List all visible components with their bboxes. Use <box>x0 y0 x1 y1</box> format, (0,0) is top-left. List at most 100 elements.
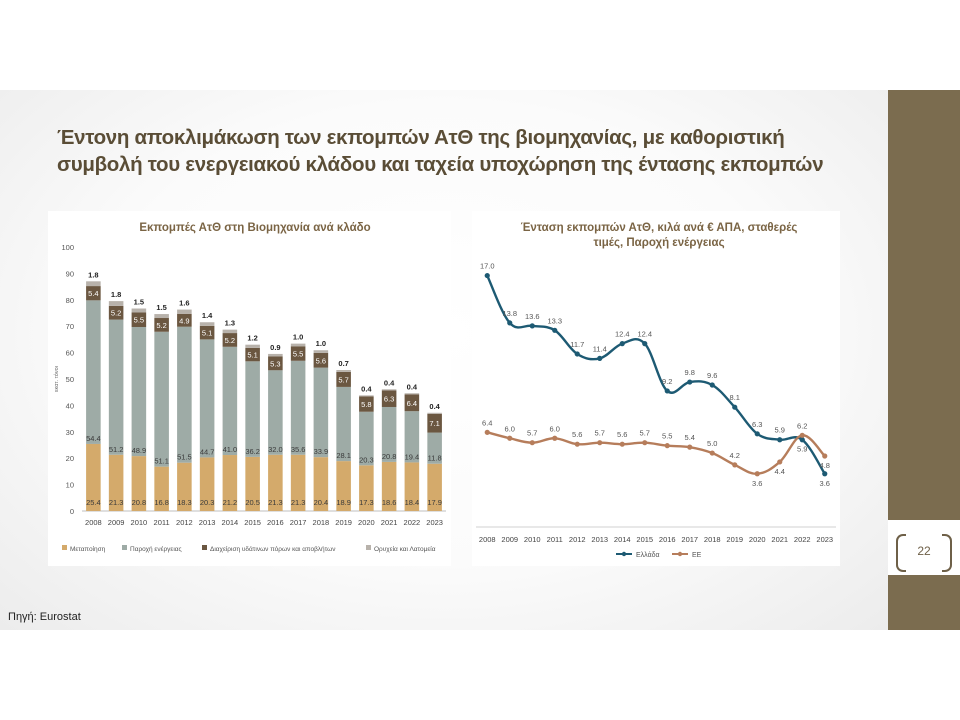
data-point-eu <box>507 435 513 441</box>
line-data-label: 12.4 <box>615 330 630 339</box>
left-x-tick-label: 2012 <box>176 518 193 527</box>
data-point-greece <box>597 355 603 361</box>
bar-data-label: 0.4 <box>361 384 372 393</box>
bar-data-label: 11.8 <box>428 454 442 463</box>
bar-segment-mining <box>404 393 420 395</box>
bar-data-label: 5.3 <box>270 359 280 368</box>
bar-segment-manufacturing <box>222 455 238 511</box>
bar-data-label: 5.5 <box>134 316 144 325</box>
right-x-tick-label: 2016 <box>659 535 676 544</box>
bar-segment-mining <box>108 301 124 306</box>
bar-data-label: 5.7 <box>338 375 348 384</box>
page-number-box: 22 <box>896 534 952 572</box>
bar-data-label: 1.5 <box>134 298 144 307</box>
bar-segment-energy <box>290 360 306 455</box>
legend-swatch-2 <box>202 545 207 550</box>
bar-data-label: 6.3 <box>384 395 394 404</box>
line-chart: Ένταση εκπομπών ΑτΘ, κιλά ανά € ΑΠΑ, στα… <box>476 222 836 559</box>
data-point-eu <box>484 429 490 435</box>
bar-segment-water <box>245 347 260 362</box>
left-x-tick-label: 2019 <box>335 518 352 527</box>
data-point-greece <box>777 437 783 443</box>
bar-segment-energy <box>268 370 283 455</box>
bar-data-label: 1.8 <box>111 290 121 299</box>
bar-data-label: 20.4 <box>314 498 329 507</box>
data-point-eu <box>754 471 760 477</box>
data-point-greece <box>574 351 580 357</box>
bar-segment-energy <box>86 300 101 444</box>
data-point-greece <box>664 388 670 394</box>
right-x-tick-label: 2019 <box>726 535 743 544</box>
data-point-eu <box>597 440 603 446</box>
line-data-label: 4.4 <box>775 467 785 476</box>
bar-segment-mining <box>199 322 215 326</box>
legend-marker-eu <box>677 551 683 557</box>
bar-data-label: 20.8 <box>382 452 397 461</box>
bar-data-label: 0.9 <box>270 343 280 352</box>
bar-data-label: 20.3 <box>200 498 215 507</box>
left-x-tick-label: 2016 <box>267 518 284 527</box>
bar-data-label: 1.4 <box>202 311 213 320</box>
bar-data-label: 1.6 <box>179 299 189 308</box>
left-x-tick-label: 2017 <box>290 518 307 527</box>
right-chart-title-line-2: τιμές, Παροχή ενέργειας <box>593 237 724 249</box>
data-point-eu <box>777 459 783 465</box>
bar-segment-mining <box>268 353 283 357</box>
data-point-greece <box>619 341 625 347</box>
bar-segment-manufacturing <box>313 457 329 511</box>
bar-segment-water <box>336 371 351 387</box>
left-y-tick-label: 60 <box>66 349 74 358</box>
slide-title-line-2: συμβολή του ενεργειακού κλάδου και ταχεί… <box>57 153 824 176</box>
bar-data-label: 0.4 <box>407 382 418 391</box>
bar-segment-water <box>427 413 442 433</box>
right-x-tick-label: 2017 <box>681 535 698 544</box>
left-x-tick-label: 2013 <box>199 518 216 527</box>
legend-label: Ορυχεία και Λατομεία <box>374 545 436 553</box>
legend-swatch-0 <box>62 545 67 550</box>
bar-segment-water <box>359 396 374 412</box>
bar-segment-water <box>268 356 283 371</box>
bar-segment-water <box>154 318 169 332</box>
line-data-label: 6.0 <box>550 424 560 433</box>
left-y-tick-label: 80 <box>66 296 74 305</box>
right-x-tick-label: 2011 <box>547 535 563 544</box>
bar-segment-manufacturing <box>404 462 420 511</box>
bar-data-label: 54.4 <box>86 434 101 443</box>
bar-segment-mining <box>359 395 374 397</box>
bar-data-label: 5.2 <box>225 336 235 345</box>
bar-segment-mining <box>131 308 147 313</box>
bar-data-label: 0.4 <box>384 378 395 387</box>
legend-label: Διαχείριση υδάτινων πόρων και αποβλήτων <box>210 545 335 553</box>
line-data-label: 5.9 <box>775 426 785 435</box>
bar-segment-mining <box>381 389 397 391</box>
bar-data-label: 36.2 <box>245 447 260 456</box>
left-x-tick-label: 2009 <box>108 518 125 527</box>
bar-data-label: 21.3 <box>268 498 283 507</box>
right-x-tick-label: 2022 <box>794 535 811 544</box>
bar-data-label: 4.9 <box>179 316 189 325</box>
line-data-label: 6.3 <box>752 420 762 429</box>
bar-segment-energy <box>404 411 420 463</box>
slide-title-line-1: Έντονη αποκλιμάκωση των εκπομπών ΑτΘ της… <box>57 126 785 149</box>
right-x-tick-label: 2010 <box>524 535 541 544</box>
right-chart-title-line-1: Ένταση εκπομπών ΑτΘ, κιλά ανά € ΑΠΑ, στα… <box>521 222 798 234</box>
slide-title: Έντονη αποκλιμάκωση των εκπομπών ΑτΘ της… <box>57 124 857 178</box>
right-x-tick-label: 2009 <box>501 535 518 544</box>
data-point-greece <box>529 323 535 329</box>
right-x-tick-label: 2018 <box>704 535 721 544</box>
bar-segment-mining <box>177 309 192 314</box>
bar-data-label: 51.1 <box>154 457 169 466</box>
bar-data-label: 1.3 <box>225 319 235 328</box>
left-y-tick-label: 70 <box>66 322 74 331</box>
bar-segment-energy <box>154 331 169 467</box>
bar-data-label: 5.2 <box>111 309 121 318</box>
bar-data-label: 0.4 <box>429 402 440 411</box>
data-point-greece <box>507 320 513 326</box>
left-y-tick-label: 90 <box>66 269 74 278</box>
data-point-eu <box>822 453 828 459</box>
line-data-label: 9.2 <box>662 377 672 386</box>
left-x-tick-label: 2011 <box>154 518 170 527</box>
bar-segment-manufacturing <box>359 465 374 511</box>
right-x-tick-label: 2023 <box>816 535 833 544</box>
bar-segment-manufacturing <box>336 461 351 511</box>
